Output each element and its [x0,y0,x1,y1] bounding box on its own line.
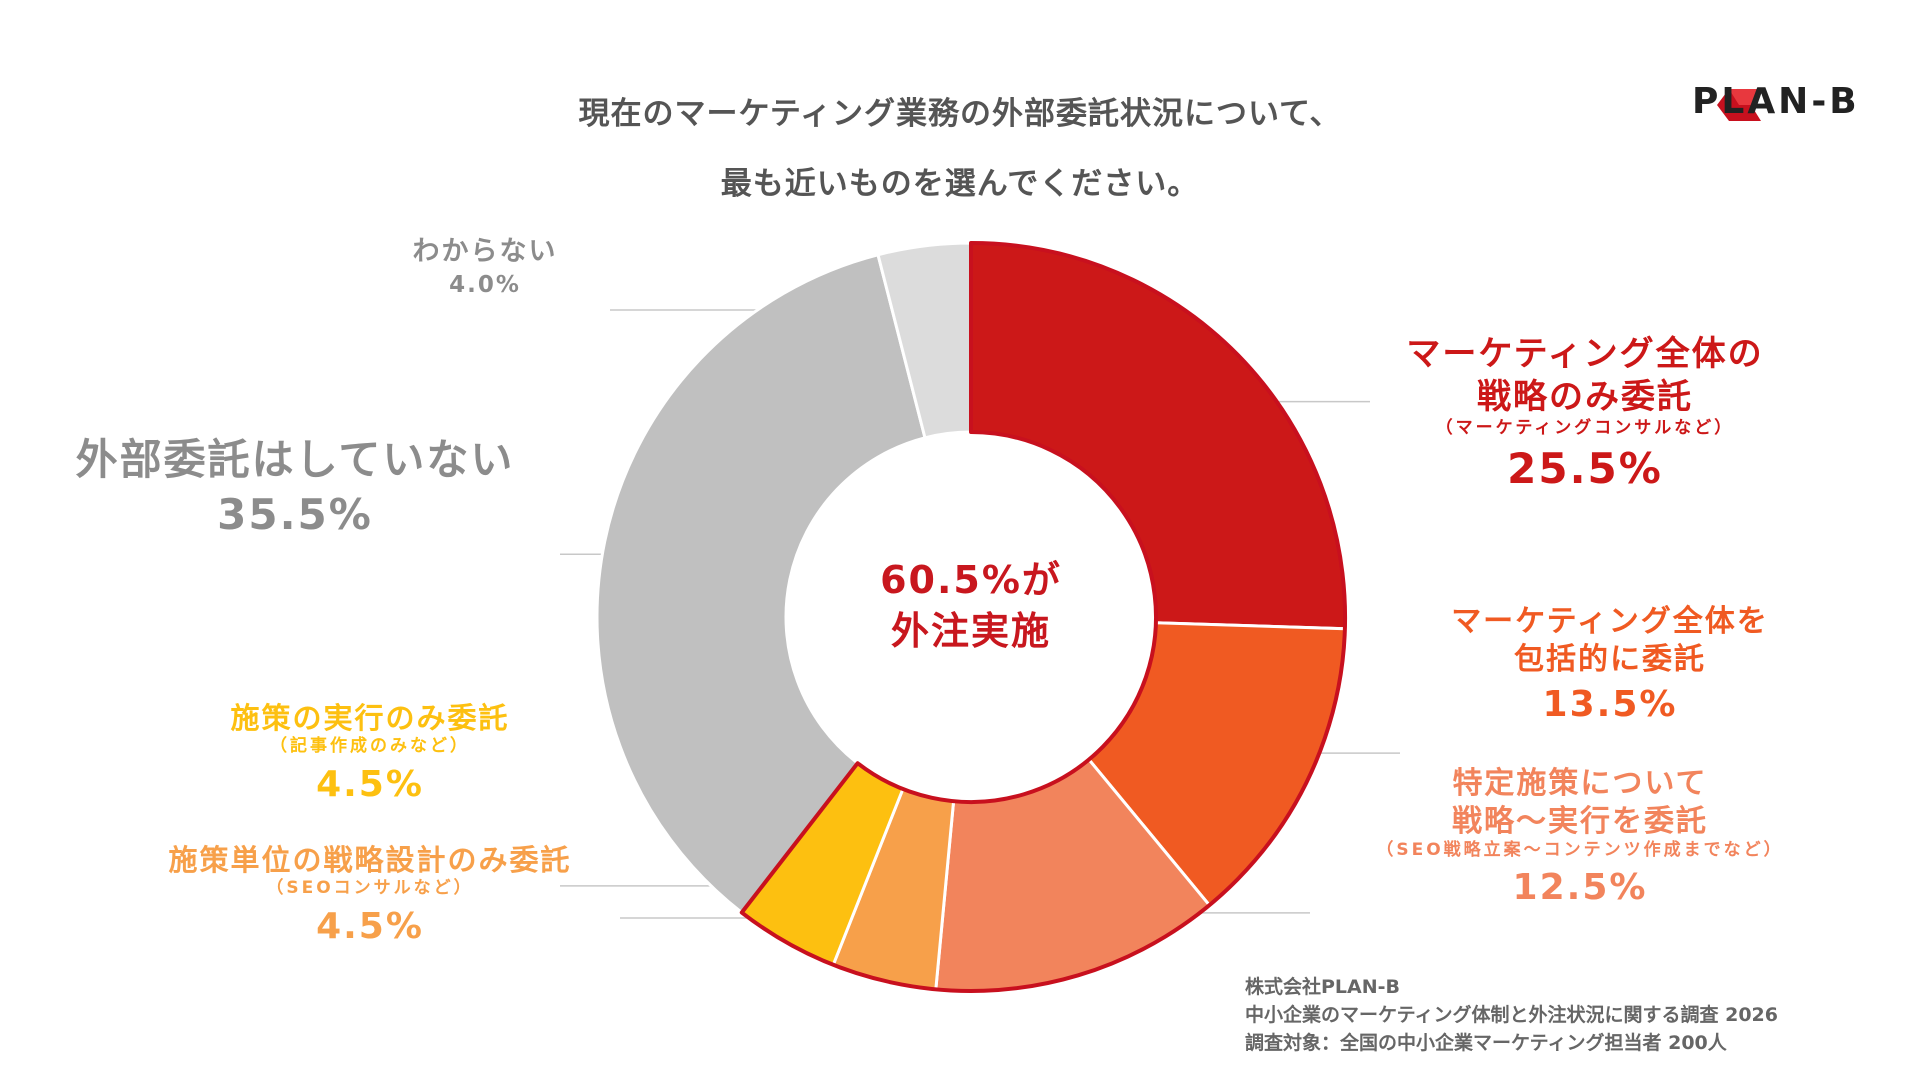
label-none-value: 35.5% [217,489,373,539]
label-execution-only: 施策の実行のみ委託 （記事作成のみなど） 4.5% [170,700,570,807]
chart-title-line2: 最も近いものを選んでください。 [720,166,1200,202]
label-execution-only-value: 4.5% [316,763,424,805]
chart-title-line1: 現在のマーケティング業務の外部委託状況について、 [578,96,1342,132]
logo-text: PLAN-B [1692,81,1860,122]
center-label: 60.5%が 外注実施 [871,555,1071,658]
center-label-line2: 外注実施 [890,609,1051,654]
label-unknown: わからない 4.0% [365,235,605,300]
center-label-line1: 60.5%が [880,558,1062,602]
label-unknown-value: 4.0% [449,271,521,298]
label-strategy-only-value: 25.5% [1507,444,1663,494]
outsourced-outline-path [739,241,1347,993]
label-comprehensive: マーケティング全体を 包括的に委託 13.5% [1410,603,1810,727]
label-specific: 特定施策について 戦略〜実行を委託 （SEO戦略立案〜コンテンツ作成までなど） … [1330,765,1830,910]
label-comprehensive-line1: マーケティング全体を [1451,604,1769,639]
label-strategy-only-line1: マーケティング全体の [1406,334,1764,374]
label-none: 外部委託はしていない 35.5% [60,434,530,541]
label-execution-only-sub: （記事作成のみなど） [270,736,470,757]
slice-none [595,252,927,915]
outsourced-outline [739,241,1347,993]
label-strategy-only-sub: （マーケティングコンサルなど） [1435,418,1735,438]
label-execution-only-line1: 施策の実行のみ委託 [230,701,510,735]
source-note: 株式会社PLAN-B 中小企業のマーケティング体制と外注状況に関する調査 202… [1245,973,1778,1057]
label-specific-line2: 戦略〜実行を委託 [1452,803,1708,839]
source-line1: 株式会社PLAN-B [1245,976,1401,998]
label-measure-strategy-line1: 施策単位の戦略設計のみ委託 [168,843,572,877]
label-unknown-line1: わからない [412,236,558,267]
label-comprehensive-line2: 包括的に委託 [1514,641,1706,677]
label-measure-strategy-sub: （SEOコンサルなど） [266,878,474,899]
label-none-line1: 外部委託はしていない [75,435,515,484]
label-measure-strategy-value: 4.5% [316,905,424,947]
label-comprehensive-value: 13.5% [1542,684,1678,725]
label-strategy-only: マーケティング全体の 戦略のみ委託 （マーケティングコンサルなど） 25.5% [1365,333,1805,496]
label-specific-sub: （SEO戦略立案〜コンテンツ作成までなど） [1376,840,1784,860]
label-specific-line1: 特定施策について [1452,766,1708,801]
label-measure-strategy: 施策単位の戦略設計のみ委託 （SEOコンサルなど） 4.5% [140,842,600,949]
source-line2: 中小企業のマーケティング体制と外注状況に関する調査 2026 [1245,1004,1778,1026]
plan-b-logo-icon [1717,89,1761,121]
label-specific-value: 12.5% [1512,867,1648,909]
source-line3: 調査対象：全国の中小企業マーケティング担当者 200人 [1245,1032,1727,1054]
label-strategy-only-line2: 戦略のみ委託 [1477,376,1693,417]
